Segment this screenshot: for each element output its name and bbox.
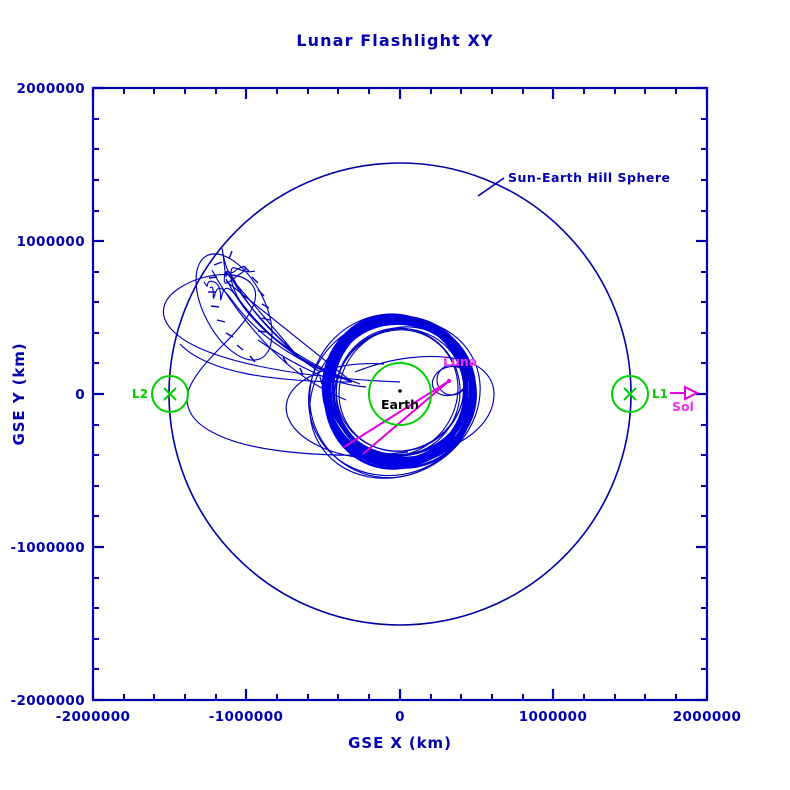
trajectory-teardrop-main xyxy=(203,280,321,373)
x-tick-label: -2000000 xyxy=(56,709,131,725)
l2-marker xyxy=(151,375,189,413)
luna-dot xyxy=(446,378,452,384)
earth-green-circle xyxy=(368,362,432,426)
y-tick-label: 1000000 xyxy=(16,234,85,250)
x-tick-label: 0 xyxy=(395,709,405,725)
y-axis-ticks xyxy=(93,86,707,702)
l1-label: L1 xyxy=(652,387,668,401)
lunar-orbit-ellipse xyxy=(431,365,469,397)
y-tick-label: -1000000 xyxy=(10,540,85,556)
luna-marker xyxy=(446,378,452,384)
trajectory-loop-ellipse xyxy=(195,253,273,361)
trajectory-time-ticks xyxy=(208,250,323,385)
y-tick-label: 2000000 xyxy=(16,81,85,97)
y-tick-label: 0 xyxy=(75,387,85,403)
y-axis-title: GSE Y (km) xyxy=(10,343,28,446)
l1-marker xyxy=(611,375,649,413)
trajectory-outer-arc xyxy=(162,274,409,456)
l2-label: L2 xyxy=(132,387,148,401)
luna-label: Luna xyxy=(443,354,477,369)
page-title: Lunar Flashlight XY xyxy=(296,31,493,50)
l2-circle xyxy=(151,375,189,413)
x-tick-labels: -2000000 -1000000 0 1000000 2000000 xyxy=(56,709,742,725)
hill-sphere-label: Sun-Earth Hill Sphere xyxy=(508,170,671,185)
sol-marker xyxy=(670,385,700,401)
x-axis-ticks xyxy=(91,88,709,700)
x-axis-title: GSE X (km) xyxy=(348,734,452,752)
y-tick-label: -2000000 xyxy=(10,693,85,709)
sol-label: Sol xyxy=(672,399,694,414)
earth-label: Earth xyxy=(381,397,419,412)
x-tick-label: 1000000 xyxy=(519,709,588,725)
near-earth-orbit-cluster xyxy=(307,313,481,479)
hill-sphere-circle xyxy=(168,162,632,626)
hill-sphere-leader-line xyxy=(477,177,505,197)
x-tick-label: -1000000 xyxy=(209,709,284,725)
sol-arrow-head xyxy=(684,385,700,401)
earth-center-dot xyxy=(398,389,402,393)
y-tick-labels: 2000000 1000000 0 -1000000 -2000000 xyxy=(10,81,85,709)
trajectory-teardrop-outline xyxy=(223,266,301,359)
earth-marker xyxy=(368,362,432,426)
x-tick-label: 2000000 xyxy=(673,709,742,725)
l1-circle xyxy=(611,375,649,413)
